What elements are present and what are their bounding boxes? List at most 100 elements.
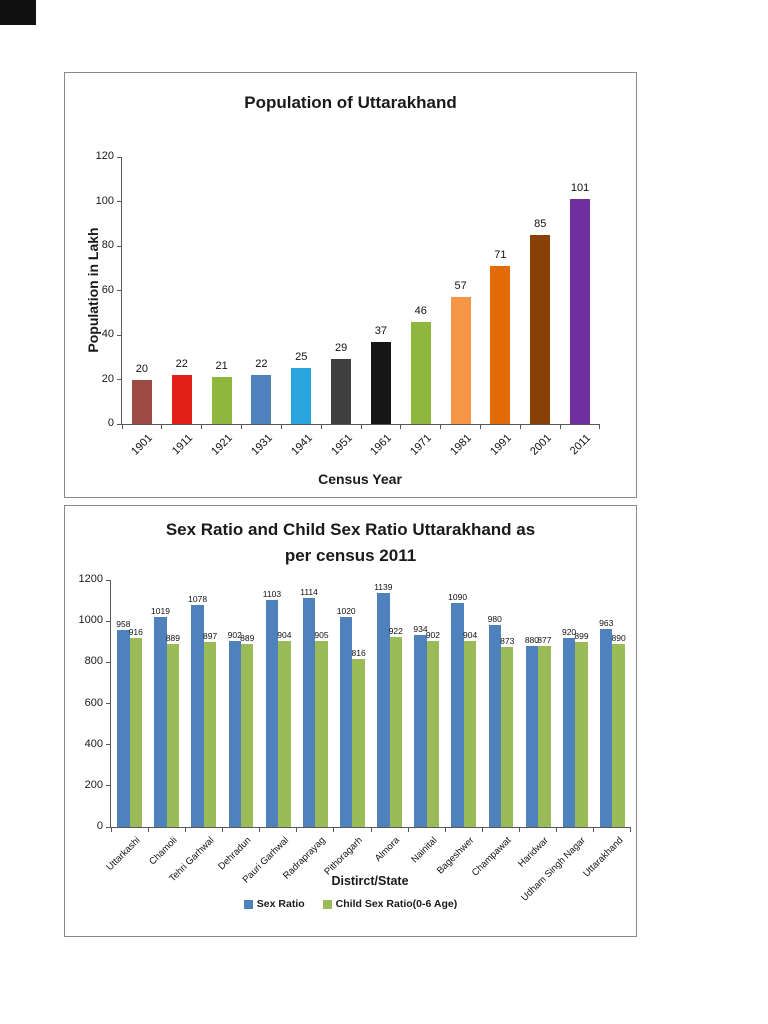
- x-tick-mark: [481, 827, 483, 832]
- sex-ratio-chart-plot: 0 200 400 600 800 1000 1200 958 916 Uttarkashi 101…: [79, 573, 631, 904]
- x-tick-label: Chamoli: [147, 835, 180, 868]
- sex-ratio-bar-almora: [377, 592, 390, 827]
- bar-value-label: 958: [116, 618, 131, 629]
- x-tick-label: 1931: [249, 432, 275, 458]
- population-bar-1971: [410, 321, 431, 424]
- bar-value-label: 889: [240, 633, 255, 643]
- x-tick-label: 1941: [288, 432, 315, 458]
- bar-value-label: 1090: [448, 591, 468, 602]
- y-tick-label: 800: [84, 655, 103, 668]
- population-bar-1901: [131, 379, 152, 424]
- population-bar-1931: [251, 375, 272, 424]
- x-tick-label: 1901: [129, 432, 156, 458]
- population-bar-2011: [570, 199, 591, 424]
- x-tick-mark: [559, 424, 561, 429]
- x-tick-label: Almora: [373, 835, 403, 865]
- x-tick-mark: [444, 827, 446, 832]
- bar-value-label: 46: [414, 304, 427, 317]
- y-tick-mark: [117, 156, 122, 158]
- legend-swatch-child-sex-ratio: [322, 899, 332, 909]
- legend-item-sex-ratio: Sex Ratio: [243, 898, 305, 910]
- bar-value-label: 904: [277, 629, 292, 640]
- y-tick-label: 0: [96, 820, 103, 832]
- child-sex-ratio-0-6-age-bar-almora: [389, 637, 402, 827]
- bar-value-label: 916: [128, 627, 143, 638]
- child-sex-ratio-0-6-age-bar-chamoli: [166, 644, 180, 827]
- y-tick-label: 600: [84, 696, 103, 709]
- x-tick-mark: [296, 827, 298, 832]
- x-tick-label: 2011: [568, 432, 594, 458]
- sex-ratio-bar-chamoli: [154, 617, 167, 827]
- bar-value-label: 873: [500, 636, 515, 647]
- bar-value-label: 25: [295, 351, 308, 364]
- population-bar-1951: [331, 359, 352, 424]
- x-tick-mark: [360, 424, 362, 429]
- x-tick-mark: [280, 424, 282, 429]
- sex-ratio-bar-udham-singh-nagar: [562, 637, 576, 827]
- x-tick-label: Uttarkashi: [104, 835, 143, 874]
- bar-value-label: 877: [537, 635, 552, 646]
- bar-value-label: 880: [524, 634, 539, 645]
- x-tick-label: Haridwar: [516, 835, 551, 870]
- bar-value-label: 20: [135, 362, 149, 375]
- sex-ratio-bar-uttarakhand: [599, 628, 613, 827]
- sex-ratio-chart-frame: Sex Ratio and Child Sex Ratio Uttarakhan…: [64, 505, 637, 937]
- y-tick-label: 120: [95, 150, 114, 162]
- x-tick-mark: [407, 827, 409, 832]
- sex-ratio-bar-pithoragarh: [339, 617, 353, 827]
- population-bar-1991: [490, 266, 511, 424]
- child-sex-ratio-0-6-age-bar-udham-singh-nagar: [575, 641, 588, 827]
- bar-value-label: 22: [255, 358, 268, 371]
- sex-ratio-bar-pauri-garhwal: [265, 599, 279, 827]
- bar-value-label: 85: [534, 217, 547, 230]
- population-bar-1921: [211, 377, 232, 424]
- child-sex-ratio-0-6-age-bar-bageshwer: [463, 640, 477, 827]
- chart-legend: Sex Ratio Child Sex Ratio(0-6 Age): [65, 898, 636, 910]
- y-tick-label: 1200: [78, 573, 103, 585]
- x-tick-mark: [599, 424, 600, 429]
- y-tick-label: 80: [101, 239, 114, 251]
- bar-value-label: 897: [202, 631, 218, 642]
- bar-value-label: 890: [611, 632, 626, 643]
- x-tick-mark: [110, 827, 112, 832]
- x-tick-label: Pithoragarh: [322, 835, 366, 878]
- x-tick-mark: [147, 827, 149, 832]
- bar-value-label: 902: [227, 630, 242, 641]
- x-tick-mark: [440, 424, 442, 429]
- population-bar-1981: [450, 297, 471, 424]
- bar-value-label: 1078: [188, 594, 208, 605]
- x-tick-mark: [480, 424, 481, 429]
- x-tick-mark: [259, 827, 261, 832]
- bar-value-label: 71: [494, 249, 507, 262]
- x-tick-label: 2001: [527, 432, 554, 458]
- x-tick-label: 1961: [368, 432, 395, 458]
- bar-value-label: 922: [388, 626, 403, 637]
- x-tick-mark: [121, 424, 123, 429]
- x-tick-mark: [241, 424, 242, 429]
- y-tick-mark: [106, 785, 111, 787]
- y-tick-mark: [117, 379, 122, 380]
- x-tick-mark: [519, 827, 521, 832]
- sex-ratio-bar-dehradun: [228, 641, 241, 827]
- population-chart-frame: Population of Uttarakhand Population in …: [64, 72, 637, 498]
- sex-ratio-bar-radraprayag: [302, 597, 316, 827]
- bar-value-label: 1020: [336, 606, 356, 617]
- bar-value-label: 1114: [300, 586, 318, 597]
- x-tick-label: Dehradun: [216, 835, 254, 873]
- bar-value-label: 29: [334, 342, 348, 355]
- bar-value-label: 37: [374, 324, 388, 337]
- bar-value-label: 889: [165, 633, 181, 643]
- x-tick-mark: [333, 827, 335, 832]
- bar-value-label: 101: [570, 182, 590, 195]
- chart-title-line2: per census 2011: [284, 546, 417, 565]
- x-tick-label: Nainital: [409, 835, 440, 866]
- y-tick-label: 400: [84, 737, 103, 750]
- x-tick-mark: [519, 424, 521, 429]
- x-tick-mark: [556, 827, 558, 832]
- y-tick-mark: [106, 579, 111, 581]
- child-sex-ratio-0-6-age-bar-pithoragarh: [352, 659, 365, 827]
- x-tick-mark: [400, 424, 402, 429]
- sex-ratio-bar-uttarkashi: [117, 629, 130, 827]
- y-tick-mark: [106, 620, 111, 622]
- x-tick-label: 1971: [408, 432, 435, 458]
